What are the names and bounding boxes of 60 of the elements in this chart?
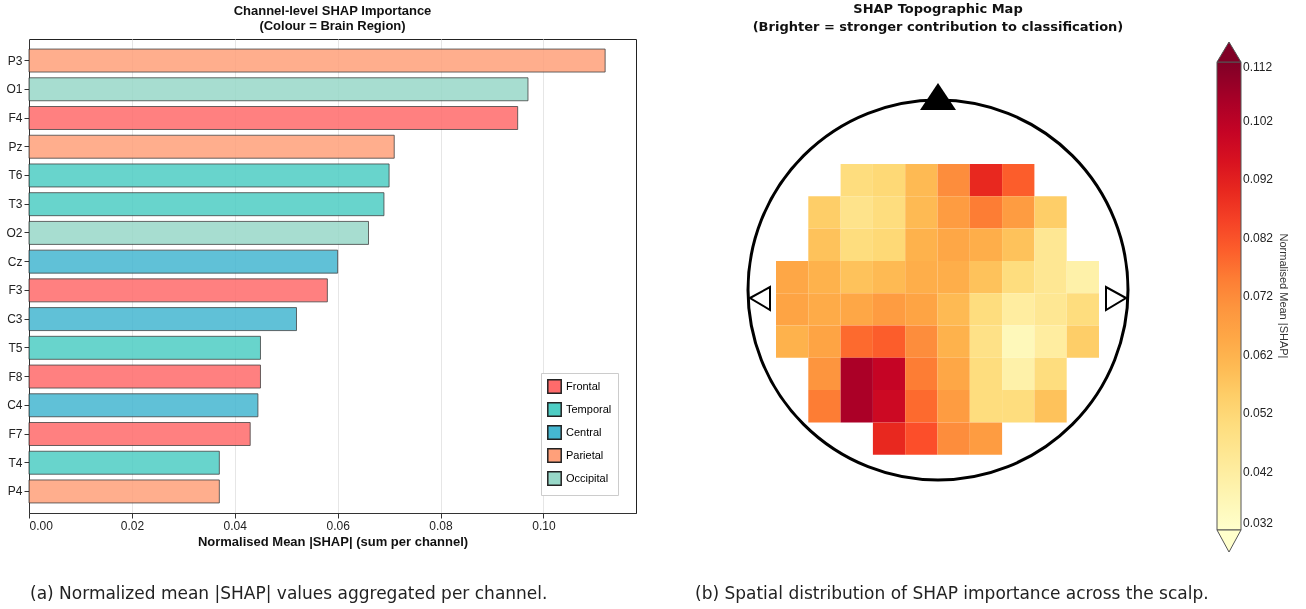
bar	[28, 422, 251, 446]
y-tick-label: T6	[8, 168, 23, 183]
color-bar-label: 0.072	[1243, 289, 1274, 303]
bar	[28, 479, 220, 504]
legend-label: Frontal	[566, 379, 601, 392]
chart-title: Channel-level SHAP Importance	[233, 3, 432, 18]
y-tick-label: T5	[8, 340, 23, 355]
y-tick-label: T3	[8, 197, 23, 212]
x-tick-label: 0.02	[120, 518, 145, 533]
x-tick-label: 0.06	[326, 518, 351, 533]
color-bar-label: 0.062	[1243, 347, 1274, 362]
bar	[28, 106, 519, 130]
y-tick-label: C4	[7, 398, 23, 413]
y-tick-label: F7	[8, 427, 23, 441]
y-tick-label: F8	[8, 369, 23, 384]
chart-subtitle: (Brighter = stronger contribution to classification)	[752, 19, 1124, 34]
bar	[28, 134, 395, 159]
text: (b) Spatial distribution of SHAP importance across the scalp.	[695, 583, 1209, 603]
color-bar-label: 0.082	[1243, 230, 1274, 245]
bar	[28, 450, 220, 475]
text: (a) Normalized mean |SHAP| values aggregated per channel.	[30, 583, 548, 603]
color-bar-label: 0.042	[1243, 464, 1274, 479]
x-axis-title: Normalised Mean |SHAP| (sum per channel)	[197, 533, 469, 549]
y-tick-label: O1	[6, 82, 23, 97]
color-bar-label: 0.112	[1243, 60, 1273, 74]
color-bar-label: 0.092	[1243, 172, 1274, 186]
bar	[28, 163, 390, 188]
bar	[28, 192, 385, 217]
legend-label: Occipital	[566, 471, 609, 484]
y-tick-label: C3	[7, 312, 23, 327]
x-tick-label: 0.00	[29, 518, 54, 533]
y-tick-label: F4	[8, 111, 23, 125]
y-tick-label: Pz	[8, 139, 23, 154]
bar	[28, 335, 261, 360]
color-bar-label: 0.052	[1243, 406, 1274, 420]
bar	[28, 48, 606, 73]
y-tick-label: Cz	[7, 254, 23, 269]
color-bar-label: 0.032	[1243, 516, 1274, 530]
x-tick-label: 0.04	[223, 518, 248, 533]
bar	[28, 77, 529, 102]
legend-label: Parietal	[566, 448, 604, 461]
y-tick-label: O2	[6, 225, 23, 240]
y-tick-label: P4	[7, 484, 23, 499]
y-tick-label: T4	[8, 455, 23, 470]
bar	[28, 307, 297, 331]
color-bar-label: 0.102	[1243, 113, 1274, 128]
y-tick-label: P3	[7, 53, 23, 68]
bar	[28, 249, 339, 274]
chart-title: SHAP Topographic Map	[853, 1, 1023, 16]
bar	[28, 221, 369, 245]
color-bar-title: Normalised Mean |SHAP|	[1278, 233, 1290, 359]
x-tick-label: 0.10	[532, 518, 556, 533]
bar	[28, 364, 261, 389]
y-tick-label: F3	[8, 283, 23, 298]
legend-label: Central	[566, 425, 602, 438]
x-tick-label: 0.08	[429, 518, 454, 533]
bar	[28, 393, 259, 418]
legend-label: Temporal	[566, 402, 612, 415]
bar	[28, 278, 328, 303]
chart-subtitle: (Colour = Brain Region)	[259, 18, 406, 33]
